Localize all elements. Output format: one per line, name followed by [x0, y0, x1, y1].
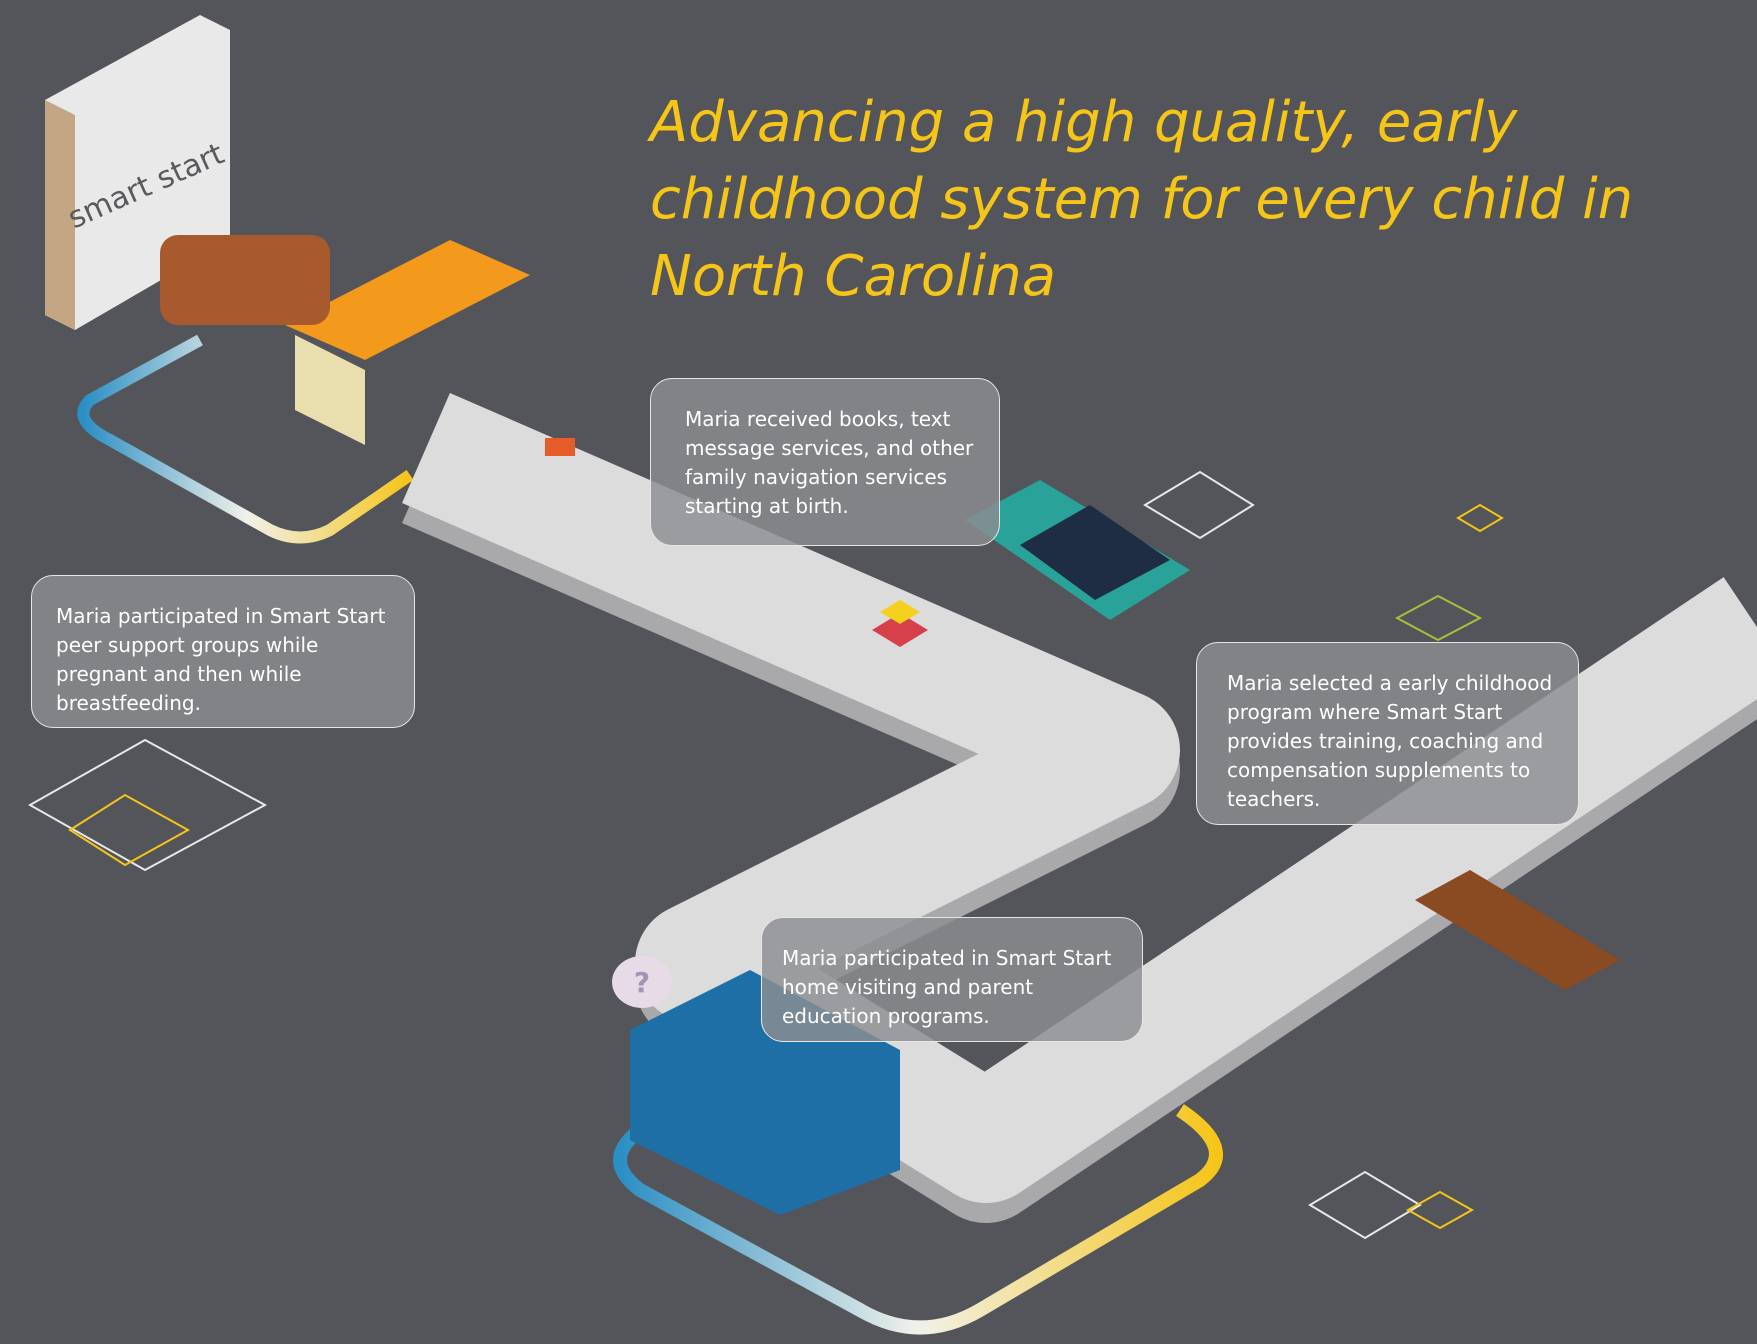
- callout-line: provides training, coaching and: [1227, 729, 1544, 753]
- callout-line: Maria received books, text: [685, 407, 951, 431]
- callout: Maria received books, text message servic…: [650, 378, 1000, 546]
- callout-line: breastfeeding.: [56, 691, 201, 715]
- callout: Maria selected a early childhood program …: [1196, 642, 1579, 825]
- tile: [545, 438, 575, 456]
- callout-line: compensation supplements to: [1227, 758, 1531, 782]
- hospital-bed: [965, 480, 1190, 620]
- callout-line: starting at birth.: [685, 494, 849, 518]
- trail: [77, 334, 414, 544]
- callout-line: pregnant and then while: [56, 662, 302, 686]
- title-line: childhood system for every child in: [650, 167, 1634, 232]
- diamonds: [27, 470, 1504, 1240]
- callout-line: Maria participated in Smart Start: [56, 604, 386, 628]
- callout-line: home visiting and parent: [782, 975, 1034, 999]
- callout-line: Maria selected a early childhood: [1227, 671, 1553, 695]
- callout-line: program where Smart Start: [1227, 700, 1503, 724]
- callout-line: message services, and other: [685, 436, 974, 460]
- road: [402, 392, 1757, 1203]
- callout: Maria participated in Smart Start peer su…: [31, 575, 415, 728]
- trail: [613, 1104, 1223, 1335]
- callout-line: Maria participated in Smart Start: [782, 946, 1112, 970]
- callout: Maria participated in Smart Start home vi…: [761, 917, 1143, 1042]
- tile: [872, 613, 928, 647]
- question-bubble: [612, 956, 672, 1008]
- tile: [880, 600, 920, 624]
- callout-line: teachers.: [1227, 787, 1321, 811]
- callout-line: education programs.: [782, 1004, 990, 1028]
- bench: [1415, 870, 1620, 990]
- desk: [160, 235, 530, 445]
- couch: [160, 235, 330, 325]
- title-line: North Carolina: [650, 244, 1057, 309]
- callout-line: family navigation services: [685, 465, 948, 489]
- callout-line: peer support groups while: [56, 633, 319, 657]
- title-line: Advancing a high quality, early: [650, 90, 1518, 155]
- question-mark: ?: [634, 966, 650, 999]
- title: Advancing a high quality, early childhood…: [650, 84, 1633, 315]
